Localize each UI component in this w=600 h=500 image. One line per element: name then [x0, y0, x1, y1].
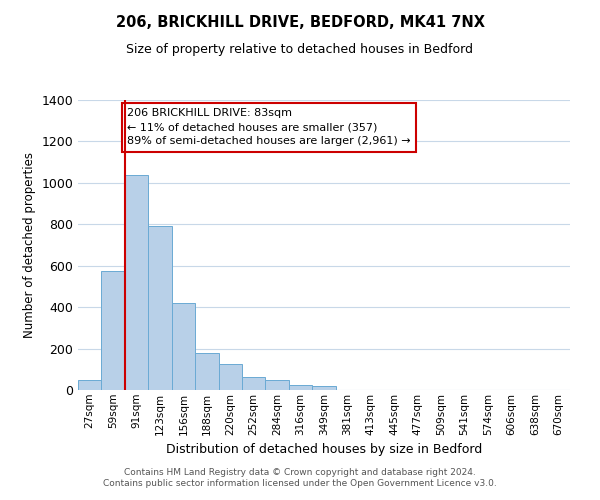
Y-axis label: Number of detached properties: Number of detached properties: [23, 152, 36, 338]
Bar: [265, 380, 289, 390]
Bar: [148, 226, 172, 390]
Bar: [78, 380, 101, 390]
Text: 206, BRICKHILL DRIVE, BEDFORD, MK41 7NX: 206, BRICKHILL DRIVE, BEDFORD, MK41 7NX: [115, 15, 485, 30]
Bar: [101, 271, 125, 390]
Bar: [312, 386, 336, 390]
Text: 206 BRICKHILL DRIVE: 83sqm
← 11% of detached houses are smaller (357)
89% of sem: 206 BRICKHILL DRIVE: 83sqm ← 11% of deta…: [127, 108, 411, 146]
Bar: [289, 385, 312, 390]
Bar: [195, 352, 218, 390]
Bar: [218, 364, 242, 390]
Bar: [242, 376, 265, 390]
Bar: [172, 303, 195, 390]
Text: Contains HM Land Registry data © Crown copyright and database right 2024.
Contai: Contains HM Land Registry data © Crown c…: [103, 468, 497, 487]
Text: Size of property relative to detached houses in Bedford: Size of property relative to detached ho…: [127, 42, 473, 56]
X-axis label: Distribution of detached houses by size in Bedford: Distribution of detached houses by size …: [166, 443, 482, 456]
Bar: [125, 174, 148, 390]
